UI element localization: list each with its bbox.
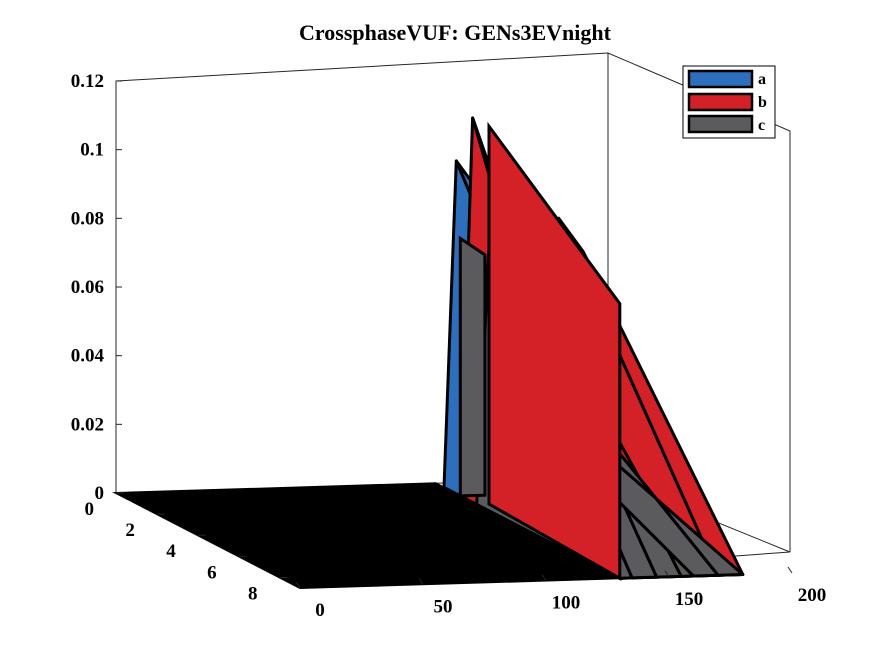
- legend-swatch-c: [687, 114, 754, 134]
- legend-label-c: c: [758, 117, 765, 134]
- x-tick-label-3: 150: [675, 589, 704, 610]
- x-tick-label-0: 0: [315, 600, 325, 621]
- z-tick-label-5: 0.1: [80, 140, 104, 161]
- legend-swatch-a: [687, 69, 754, 89]
- surface-b-wall: [487, 121, 622, 581]
- y-tick-label-0: 0: [85, 499, 95, 520]
- y-tick-label-2: 4: [166, 541, 176, 562]
- x-tick-label-2: 100: [552, 593, 581, 614]
- y-tick-label-3: 6: [207, 562, 217, 583]
- surfaces-group: [112, 116, 745, 590]
- z-tick-label-6: 0.12: [71, 71, 104, 92]
- z-tick-label-0: 0: [95, 483, 105, 504]
- z-tick-label-4: 0.08: [71, 208, 104, 229]
- x-tick-mark-2: [541, 574, 547, 581]
- surface-c-wall: [458, 235, 487, 498]
- legend-label-a: a: [758, 71, 766, 88]
- legend-swatch-b: [687, 92, 754, 112]
- x-tick-mark-0: [295, 581, 301, 589]
- z-tick-label-2: 0.04: [71, 346, 105, 367]
- x-tick-mark-4: [787, 566, 793, 574]
- z-tick-label-1: 0.02: [71, 414, 104, 435]
- x-tick-label-1: 50: [434, 596, 453, 617]
- x-tick-mark-1: [418, 577, 424, 585]
- ticks-group: 00.020.040.060.080.10.120 50 100 150 2000246…: [71, 71, 827, 621]
- y-tick-label-4: 8: [248, 583, 258, 604]
- legend: a b c: [682, 65, 776, 139]
- z-tick-label-3: 0.06: [71, 277, 104, 298]
- x-tick-mark-3: [664, 570, 670, 578]
- x-tick-label-4: 200: [798, 585, 827, 606]
- legend-label-b: b: [758, 94, 767, 111]
- y-tick-label-1: 2: [125, 520, 135, 541]
- chart-title: CrossphaseVUF: GENs3EVnight: [299, 20, 612, 45]
